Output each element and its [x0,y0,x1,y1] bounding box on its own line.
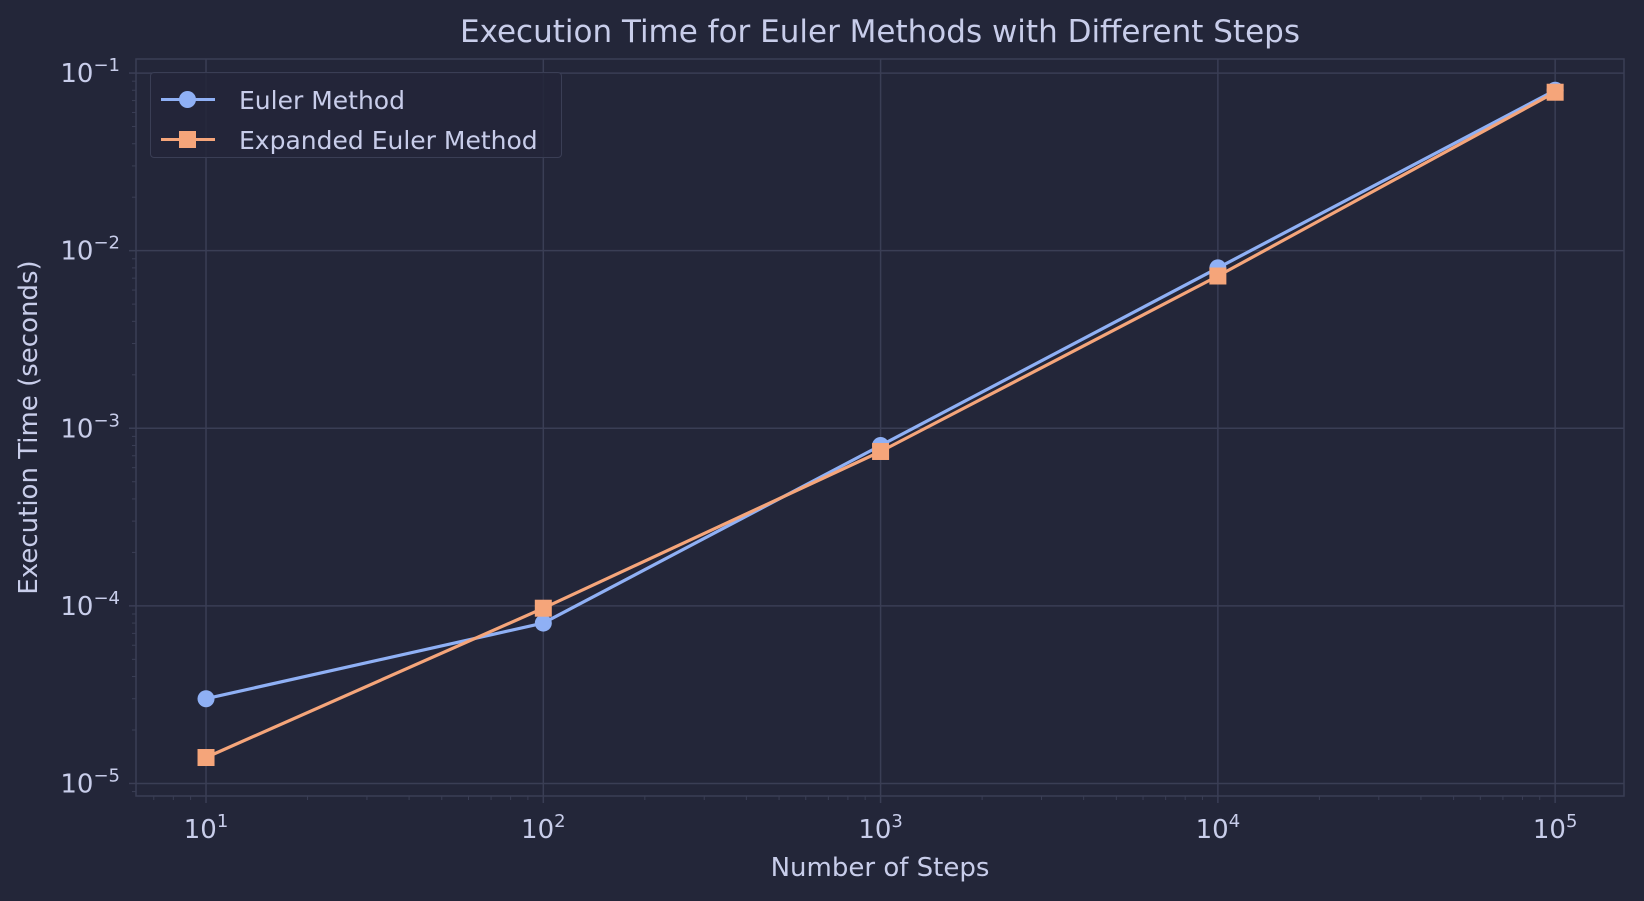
series-expanded-euler-method [197,83,1564,767]
chart-title: Execution Time for Euler Methods with Di… [460,14,1300,50]
x-tick-label: 101 [184,811,229,845]
y-tick-labels: 10−5 10−4 10−3 10−2 10−1 [60,55,136,799]
y-axis-label: Execution Time (seconds) [14,260,44,594]
y-minor-ticks [132,80,136,793]
legend-marker-expanded-euler-method [179,131,196,148]
data-point-expanded-euler-method [1546,83,1564,101]
legend-marker-euler-method [179,91,196,108]
data-point-euler-method [534,614,552,632]
y-tick-label: 10−4 [60,588,120,622]
legend-label-euler-method: Euler Method [239,85,405,115]
legend-swatch-euler-method [159,85,215,115]
y-tick-label: 10−2 [60,233,120,267]
x-tick-label: 104 [1196,811,1241,845]
x-tick-label: 102 [521,811,566,845]
y-tick-label: 10−1 [60,55,120,89]
data-point-euler-method [197,690,215,708]
x-minor-ticks [153,796,1541,800]
legend-swatch-expanded-euler-method [159,125,215,155]
data-point-expanded-euler-method [872,442,890,460]
x-tick-labels: 101 102 103 104 105 [184,796,1578,845]
legend-label-expanded-euler-method: Expanded Euler Method [239,125,538,155]
data-point-expanded-euler-method [197,749,215,767]
legend-item-expanded-euler-method: Expanded Euler Method [159,125,538,155]
data-point-expanded-euler-method [534,599,552,617]
data-point-expanded-euler-method [1209,267,1227,285]
x-tick-label: 103 [858,811,903,845]
x-axis-label: Number of Steps [771,853,990,883]
x-tick-label: 105 [1533,811,1578,845]
legend-item-euler-method: Euler Method [159,85,405,115]
grid-lines [136,59,1624,796]
y-tick-label: 10−5 [60,765,120,799]
y-tick-label: 10−3 [60,410,120,444]
legend: Euler Method Expanded Euler Method [150,72,562,158]
